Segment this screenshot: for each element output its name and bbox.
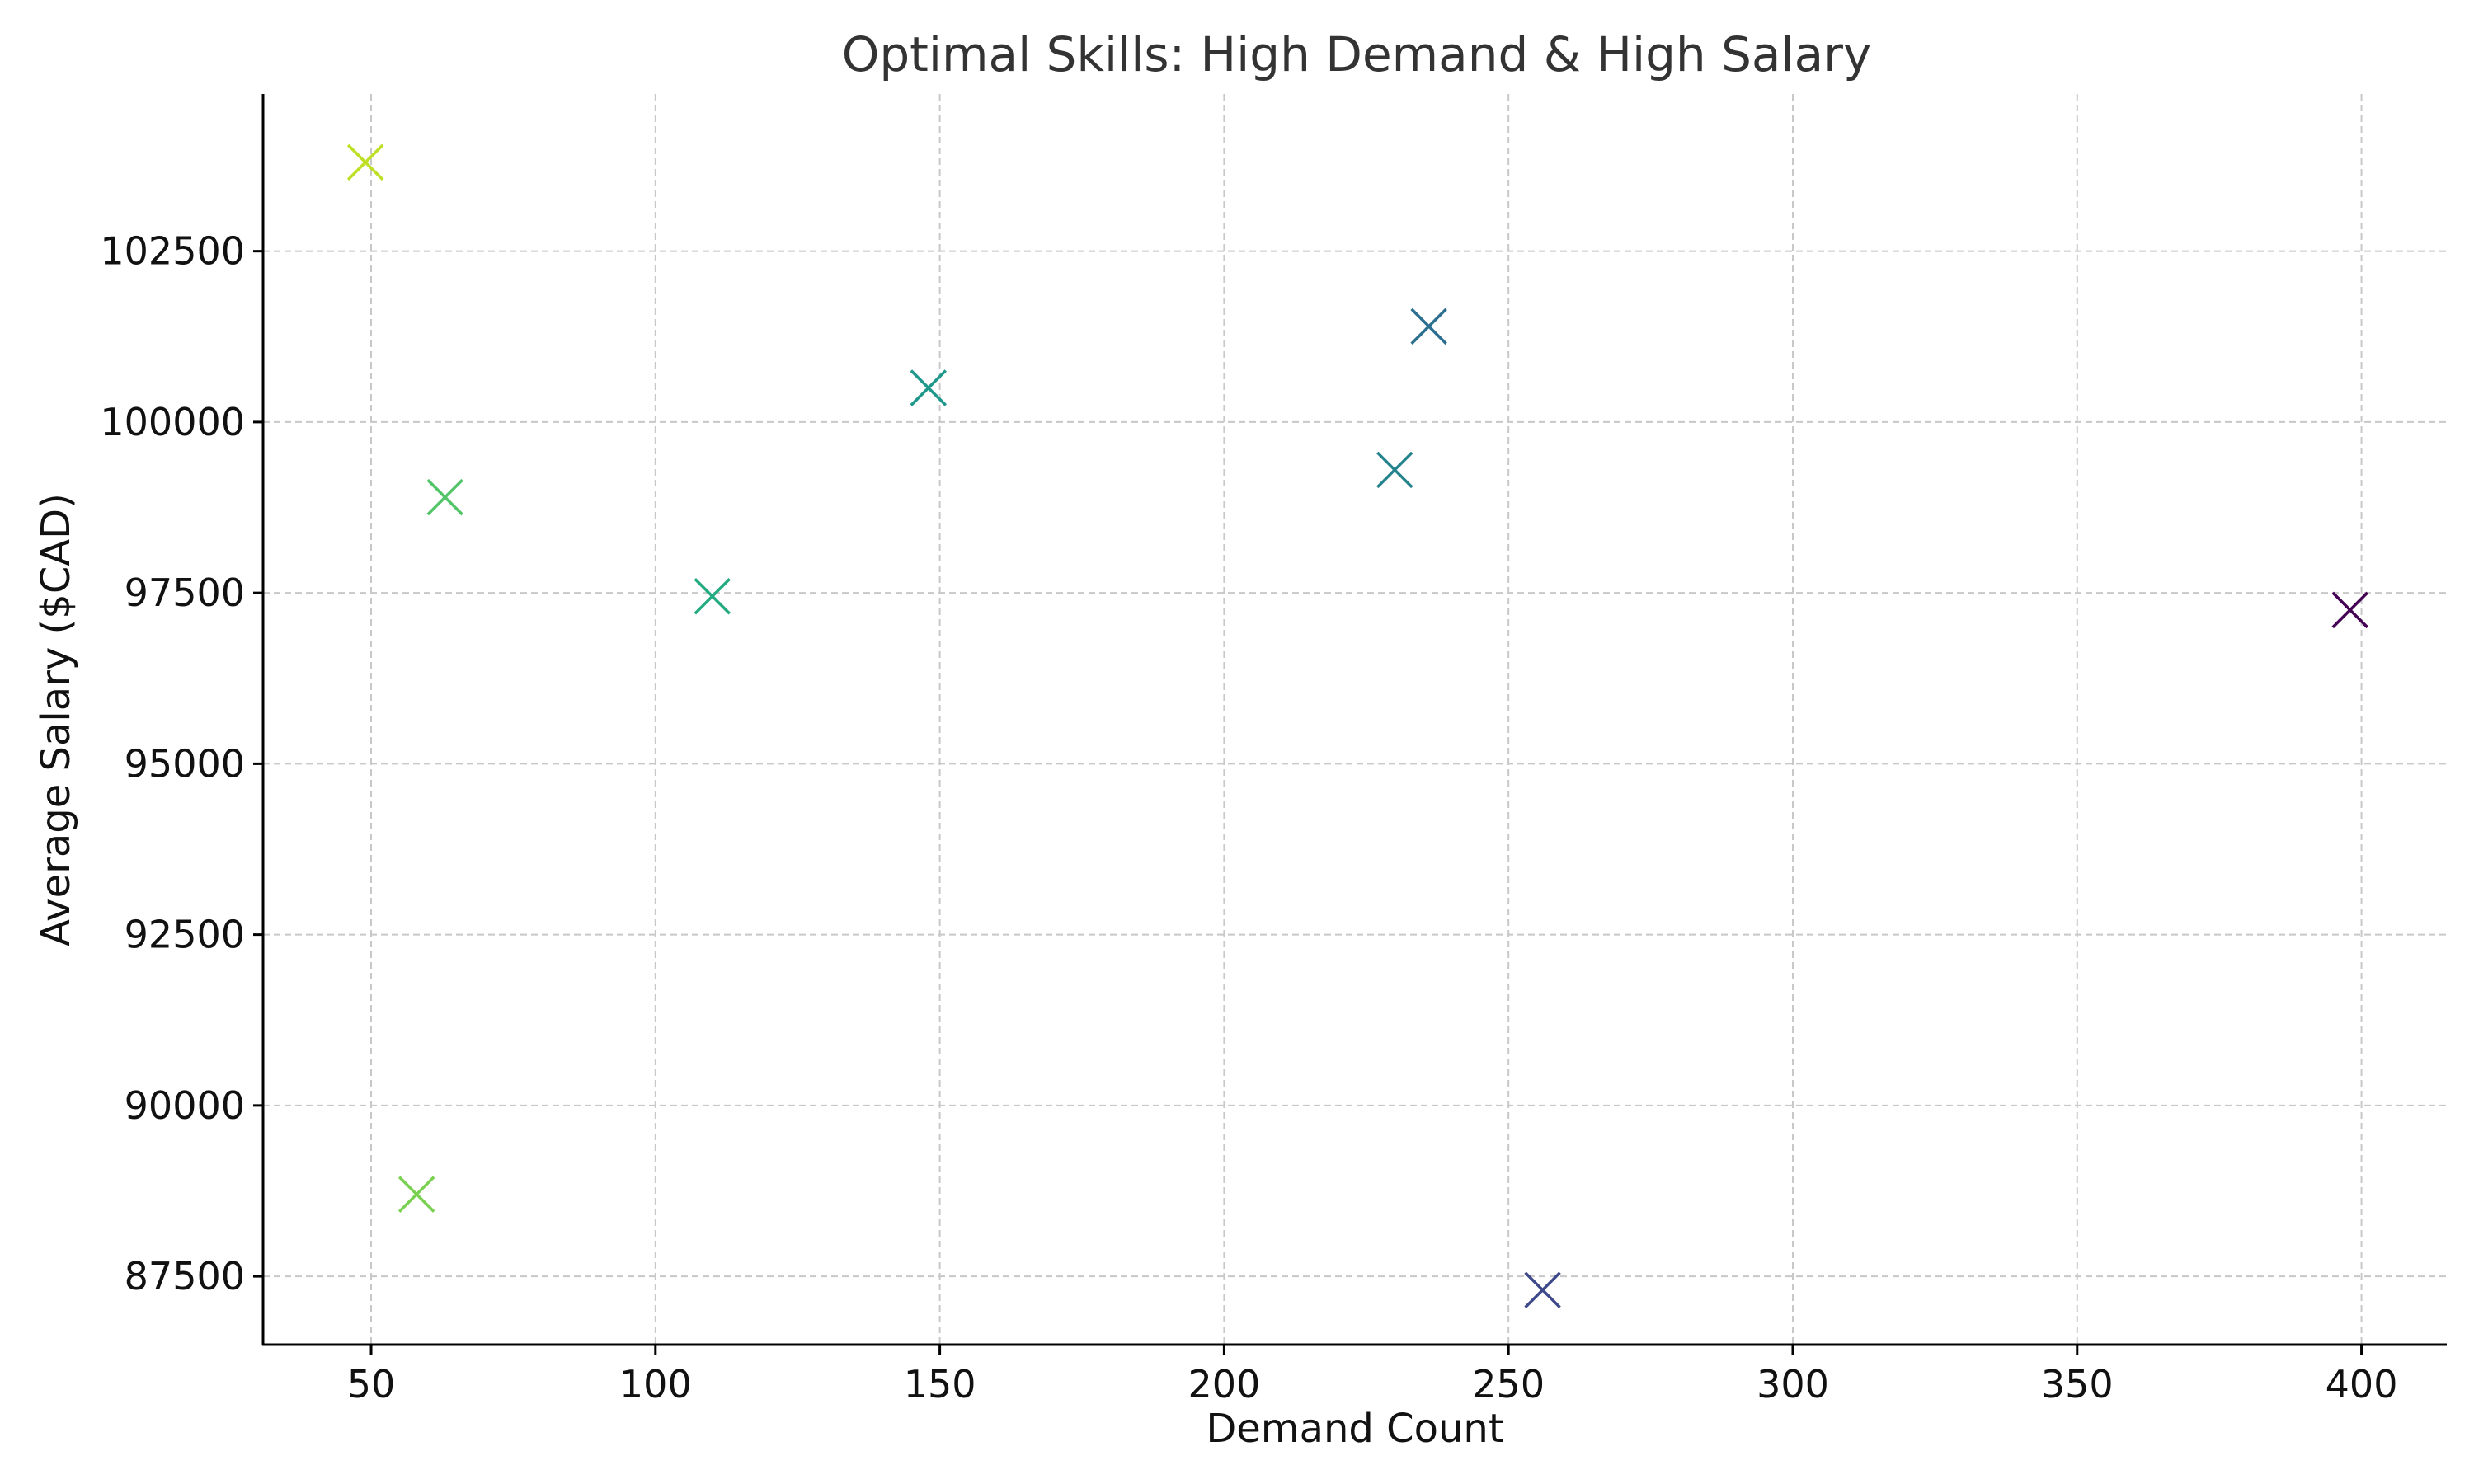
x-axis-title: Demand Count xyxy=(1206,1406,1503,1452)
y-axis-title: Average Salary ($CAD) xyxy=(33,493,79,946)
marker-stroke xyxy=(397,1176,435,1213)
y-tick-label: 100000 xyxy=(100,400,245,444)
marker-stroke xyxy=(910,369,948,406)
marker-stroke xyxy=(1410,308,1447,345)
y-tick-label: 102500 xyxy=(100,229,245,274)
y-tick-label: 92500 xyxy=(125,913,245,957)
y-tick-label: 90000 xyxy=(125,1083,245,1128)
x-tick-label: 100 xyxy=(619,1362,692,1407)
x-tick-label: 400 xyxy=(2326,1362,2398,1407)
data-point-x-marker xyxy=(346,143,384,181)
data-point-x-marker xyxy=(2331,591,2369,629)
x-tick-label: 350 xyxy=(2041,1362,2114,1407)
data-points xyxy=(346,143,2369,1308)
grid-lines xyxy=(263,94,2447,1345)
marker-stroke xyxy=(1524,1271,1561,1308)
data-point-x-marker xyxy=(1524,1271,1561,1308)
data-point-x-marker xyxy=(694,578,731,615)
marker-stroke xyxy=(2331,591,2369,629)
axes xyxy=(261,94,2447,1346)
data-point-x-marker xyxy=(426,478,463,516)
x-tick-label: 150 xyxy=(904,1362,976,1407)
x-tick-label: 300 xyxy=(1757,1362,1829,1407)
data-point-x-marker xyxy=(1376,451,1413,489)
marker-stroke xyxy=(346,143,384,181)
x-tick-label: 250 xyxy=(1472,1362,1545,1407)
y-tick-label: 87500 xyxy=(125,1254,245,1298)
chart-title: Optimal Skills: High Demand & High Salar… xyxy=(842,26,1872,82)
data-point-x-marker xyxy=(397,1176,435,1213)
marker-stroke xyxy=(1376,451,1413,489)
marker-stroke xyxy=(426,478,463,516)
y-tick-label: 95000 xyxy=(125,741,245,786)
y-tick-label: 97500 xyxy=(125,571,245,615)
data-point-x-marker xyxy=(910,369,948,406)
marker-stroke xyxy=(694,578,731,615)
tick-labels: 50 100 150 200 250 300 350 400 87500 90000 92500 95… xyxy=(100,229,2397,1407)
x-tick-label: 200 xyxy=(1188,1362,1260,1407)
data-point-x-marker xyxy=(1410,308,1447,345)
x-tick-label: 50 xyxy=(347,1362,396,1407)
